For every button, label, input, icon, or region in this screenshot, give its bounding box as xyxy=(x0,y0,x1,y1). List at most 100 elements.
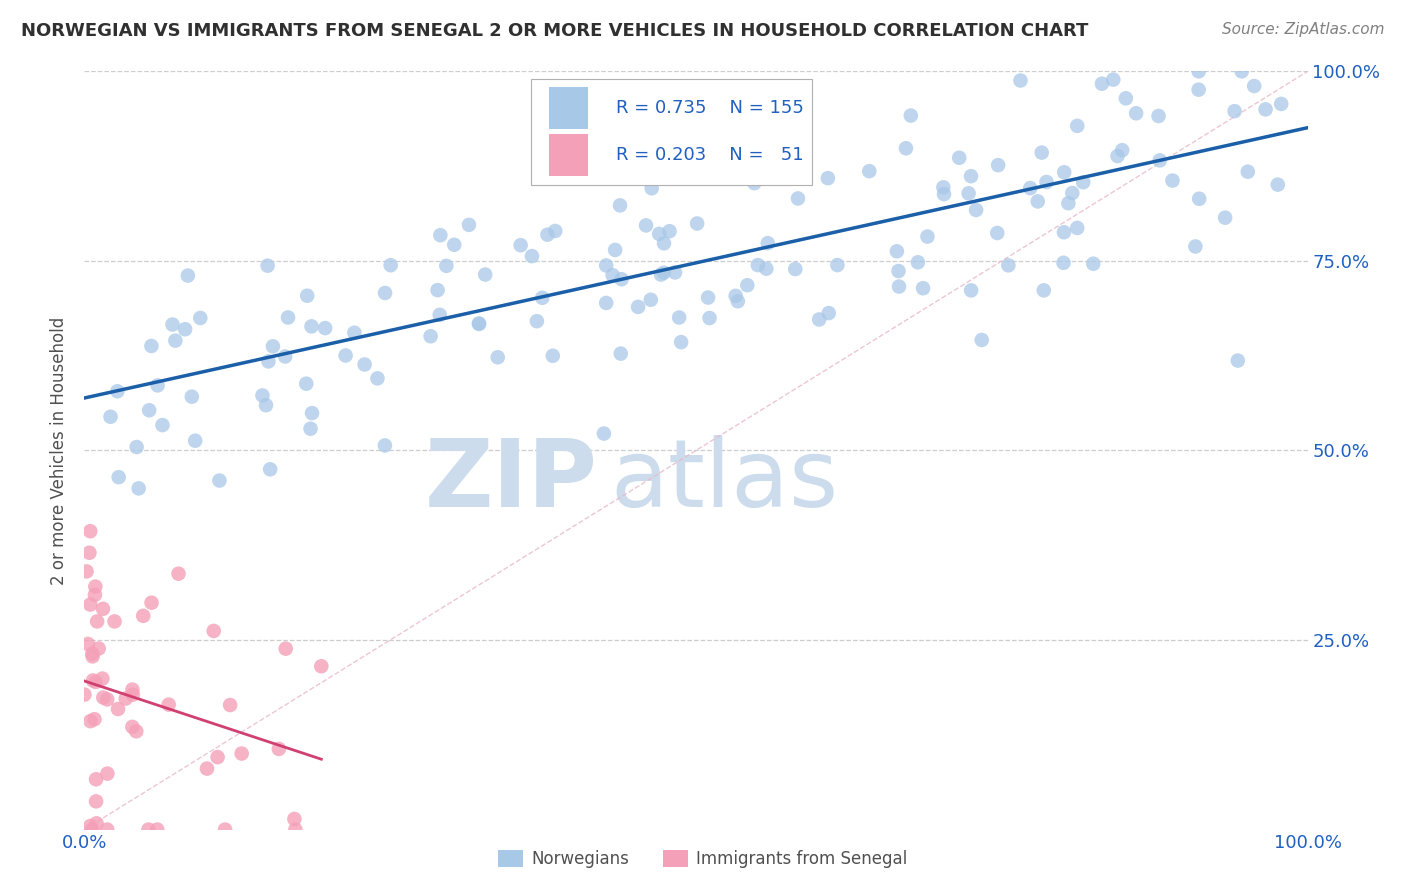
Point xyxy=(1230,64,1253,78)
Point xyxy=(167,566,190,581)
Point xyxy=(429,308,451,322)
Text: Source: ZipAtlas.com: Source: ZipAtlas.com xyxy=(1222,22,1385,37)
Point xyxy=(91,690,114,705)
Point xyxy=(256,259,278,273)
Point xyxy=(1223,104,1246,119)
Point xyxy=(640,293,662,307)
Point xyxy=(180,390,202,404)
Point xyxy=(301,319,323,334)
Point xyxy=(699,311,721,326)
Point xyxy=(96,766,118,780)
Point xyxy=(100,409,122,424)
Point xyxy=(429,228,451,243)
Point xyxy=(817,306,839,320)
Text: R = 0.203    N =   51: R = 0.203 N = 51 xyxy=(616,145,804,164)
Point xyxy=(252,388,274,402)
Point xyxy=(419,329,441,343)
Point xyxy=(125,440,148,454)
Point xyxy=(987,158,1010,172)
Point xyxy=(458,218,481,232)
Point xyxy=(474,268,496,282)
Point xyxy=(86,615,108,629)
Point xyxy=(299,422,322,436)
Text: ZIP: ZIP xyxy=(425,434,598,527)
Point xyxy=(114,691,136,706)
Point xyxy=(157,698,180,712)
Point xyxy=(1243,78,1265,93)
Point xyxy=(1188,64,1211,78)
Point xyxy=(544,224,567,238)
Point xyxy=(755,261,778,276)
Point xyxy=(787,191,810,205)
Point xyxy=(595,296,617,310)
Point xyxy=(314,321,336,335)
Point xyxy=(965,202,987,217)
Text: R = 0.735    N = 155: R = 0.735 N = 155 xyxy=(616,99,804,117)
Point xyxy=(817,171,839,186)
Point xyxy=(295,376,318,391)
Point xyxy=(267,742,290,756)
Point xyxy=(84,580,107,594)
Point xyxy=(132,608,155,623)
Point xyxy=(554,110,576,124)
Point xyxy=(1053,225,1076,239)
Point xyxy=(84,675,107,690)
Point xyxy=(1161,173,1184,187)
Point xyxy=(262,339,284,353)
Point xyxy=(1125,106,1147,120)
Point xyxy=(138,822,160,837)
Point xyxy=(80,822,103,837)
Point xyxy=(125,724,148,739)
Point xyxy=(623,169,645,184)
Point xyxy=(177,268,200,283)
Point xyxy=(957,186,980,201)
Point xyxy=(756,236,779,251)
Point xyxy=(366,371,388,385)
Point xyxy=(1035,175,1057,189)
Point xyxy=(509,238,531,252)
Point xyxy=(932,187,955,202)
Point xyxy=(697,291,720,305)
Point xyxy=(335,349,357,363)
Point xyxy=(107,702,129,716)
Point xyxy=(664,265,686,279)
Point xyxy=(107,470,129,484)
Point xyxy=(1188,83,1211,97)
Point xyxy=(283,812,305,826)
Point xyxy=(91,672,114,686)
Point xyxy=(486,351,509,365)
Point xyxy=(724,289,747,303)
Point xyxy=(353,358,375,372)
Point xyxy=(785,262,807,277)
Point xyxy=(138,403,160,417)
Point xyxy=(311,659,333,673)
Point xyxy=(610,272,633,286)
Point xyxy=(595,259,617,273)
Point xyxy=(1226,353,1249,368)
Point xyxy=(1236,164,1258,178)
Point xyxy=(73,688,96,702)
Point xyxy=(744,176,766,190)
Point xyxy=(1053,165,1076,179)
Point xyxy=(1032,284,1054,298)
Point xyxy=(1026,194,1049,209)
Point xyxy=(917,229,939,244)
Point xyxy=(1267,178,1289,192)
Point xyxy=(650,268,672,282)
Point xyxy=(1270,96,1292,111)
Point xyxy=(948,151,970,165)
Point xyxy=(1031,145,1053,160)
Point xyxy=(658,224,681,238)
Point xyxy=(426,283,449,297)
Point xyxy=(174,322,197,336)
Point xyxy=(627,300,650,314)
Point xyxy=(887,279,910,293)
Point xyxy=(105,384,128,399)
Point xyxy=(162,318,184,332)
Point xyxy=(1102,72,1125,87)
Point xyxy=(907,255,929,269)
Point xyxy=(219,698,242,712)
Point xyxy=(747,258,769,272)
Point xyxy=(87,641,110,656)
Point xyxy=(254,398,277,412)
